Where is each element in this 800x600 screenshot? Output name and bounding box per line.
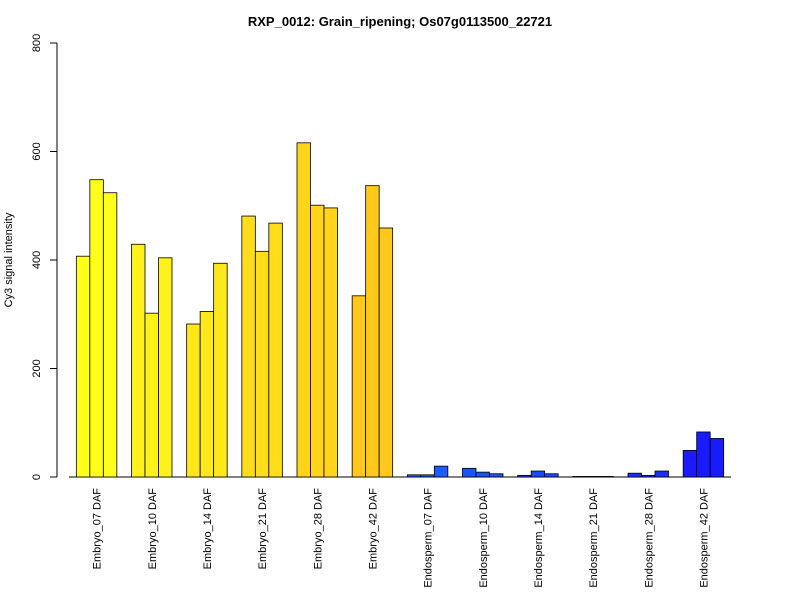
bar bbox=[378, 227, 394, 478]
bar bbox=[213, 262, 228, 478]
bar bbox=[310, 204, 325, 478]
x-tick-label: Embryo_28 DAF bbox=[312, 488, 324, 570]
chart-title: RXP_0012: Grain_ripening; Os07g0113500_2… bbox=[248, 14, 552, 29]
x-tick-label: Embryo_07 DAF bbox=[92, 488, 104, 570]
bar bbox=[241, 215, 256, 478]
x-tick-label: Embryo_14 DAF bbox=[202, 488, 214, 570]
bar bbox=[682, 450, 698, 478]
bar bbox=[131, 243, 146, 478]
bar bbox=[365, 185, 380, 478]
bar bbox=[199, 311, 215, 478]
bar bbox=[462, 467, 477, 478]
bar bbox=[89, 179, 104, 478]
bar bbox=[144, 312, 159, 478]
bar bbox=[102, 192, 118, 478]
x-tick-label: Endosperm_21 DAF bbox=[588, 488, 600, 588]
bar bbox=[75, 255, 91, 478]
x-tick-label: Embryo_42 DAF bbox=[367, 488, 379, 570]
y-axis-label: Cy3 signal intensity bbox=[3, 212, 15, 307]
y-axis: 0 200 400 600 800 bbox=[31, 34, 731, 480]
bar bbox=[158, 257, 173, 478]
bar bbox=[599, 476, 614, 478]
bar bbox=[585, 476, 601, 478]
x-tick-labels: Embryo_07 DAF Embryo_10 DAF Embryo_14 DAF E… bbox=[92, 488, 711, 588]
bar-group bbox=[462, 467, 504, 478]
bar-group bbox=[406, 465, 449, 478]
bar bbox=[654, 470, 669, 478]
bar bbox=[696, 431, 711, 478]
x-tick-label: Embryo_10 DAF bbox=[147, 488, 159, 570]
bar bbox=[530, 470, 546, 478]
bar bbox=[296, 142, 311, 478]
bar bbox=[186, 323, 201, 478]
y-tick-label: 600 bbox=[31, 142, 43, 160]
y-tick-label: 0 bbox=[31, 474, 43, 480]
bar bbox=[406, 474, 422, 478]
bar bbox=[517, 474, 532, 478]
bar bbox=[420, 474, 435, 478]
bar-group bbox=[241, 215, 283, 478]
bars-group bbox=[75, 142, 725, 478]
x-tick-label: Endosperm_42 DAF bbox=[698, 488, 710, 588]
bar bbox=[572, 476, 587, 478]
x-tick-label: Embryo_21 DAF bbox=[257, 488, 269, 570]
bar bbox=[323, 207, 338, 478]
bar-group bbox=[682, 431, 725, 478]
bar bbox=[544, 473, 559, 478]
bar bbox=[627, 472, 642, 478]
bar bbox=[268, 222, 283, 478]
y-tick-label: 800 bbox=[31, 34, 43, 52]
bar-group bbox=[296, 142, 338, 478]
bar bbox=[709, 438, 725, 478]
y-tick-label: 400 bbox=[31, 251, 43, 269]
x-tick-label: Endosperm_10 DAF bbox=[478, 488, 490, 588]
bar-group bbox=[75, 179, 118, 478]
bar bbox=[351, 295, 367, 478]
bar-group bbox=[627, 470, 669, 478]
bar-group bbox=[131, 243, 173, 478]
bar-group bbox=[572, 476, 614, 478]
bar bbox=[475, 471, 490, 478]
bar bbox=[254, 250, 270, 478]
bar bbox=[641, 474, 656, 478]
bar-group bbox=[517, 470, 559, 478]
bar bbox=[489, 473, 504, 478]
bar bbox=[433, 465, 449, 478]
x-tick-label: Endosperm_28 DAF bbox=[643, 488, 655, 588]
bar-group bbox=[351, 185, 394, 478]
x-tick-label: Endosperm_14 DAF bbox=[533, 488, 545, 588]
x-tick-label: Endosperm_07 DAF bbox=[423, 488, 435, 588]
bar-group bbox=[186, 262, 228, 478]
y-tick-label: 200 bbox=[31, 359, 43, 377]
